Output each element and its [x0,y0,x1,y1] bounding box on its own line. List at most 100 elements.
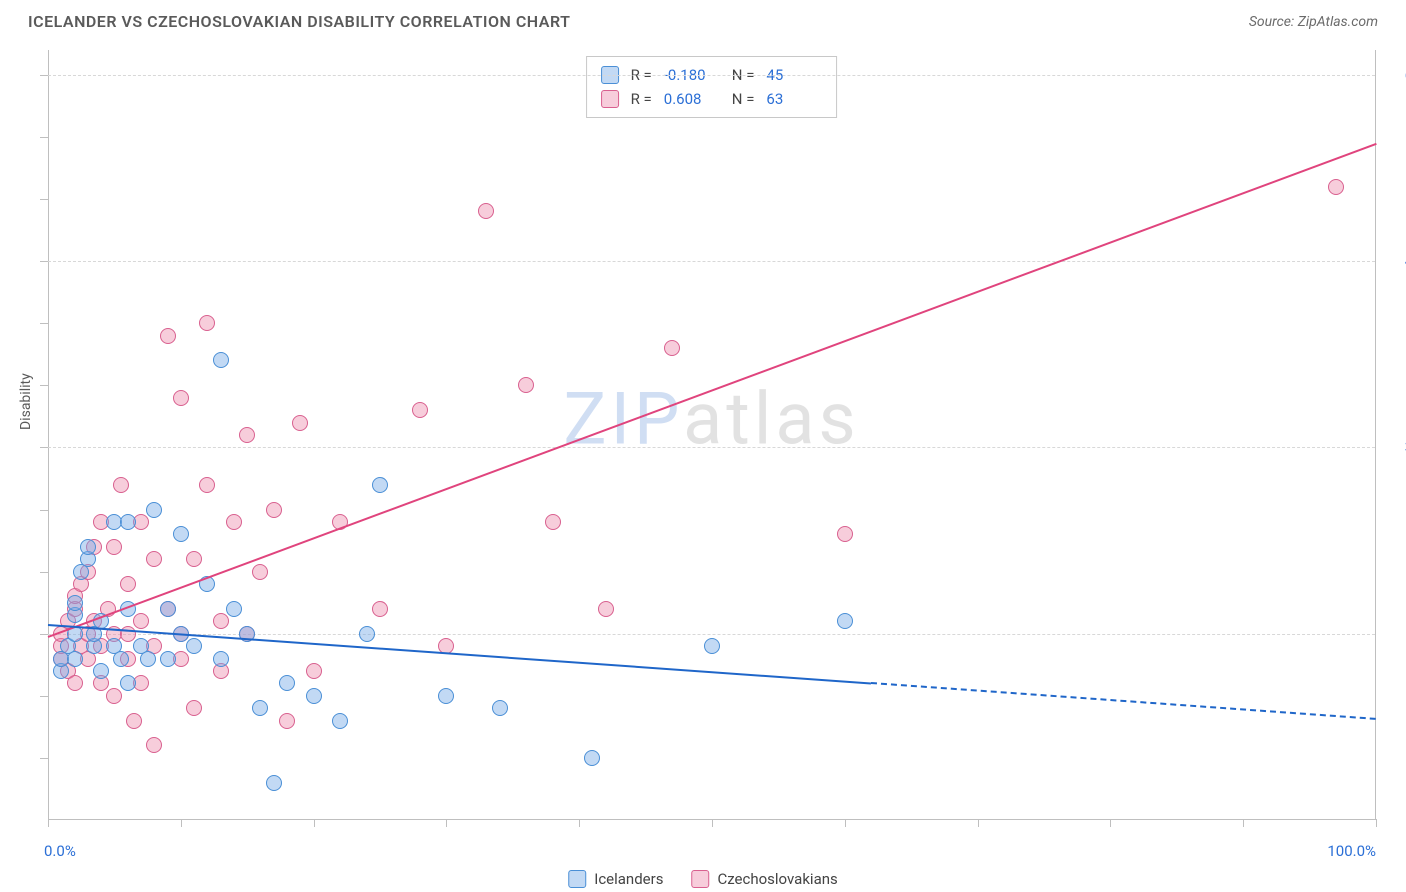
data-point-icelanders [438,688,454,704]
swatch-czech [601,90,619,108]
y-tick [40,510,48,511]
data-point-icelanders [226,601,242,617]
data-point-czechoslovakians [126,713,142,729]
data-point-czechoslovakians [160,328,176,344]
y-tick-label: 30.0% [1385,438,1406,456]
data-point-icelanders [67,651,83,667]
data-point-czechoslovakians [133,613,149,629]
chart-title: ICELANDER VS CZECHOSLOVAKIAN DISABILITY … [28,12,570,31]
legend-swatch-icelanders [568,870,586,888]
data-point-czechoslovakians [226,514,242,530]
data-point-czechoslovakians [837,526,853,542]
source-credit: Source: ZipAtlas.com [1249,14,1378,30]
y-tick [40,323,48,324]
y-tick-label: 15.0% [1385,625,1406,643]
data-point-czechoslovakians [106,539,122,555]
y-tick [40,634,48,635]
data-point-czechoslovakians [199,315,215,331]
legend: Icelanders Czechoslovakians [568,870,838,888]
legend-swatch-czech [691,870,709,888]
stat-r-label-2: R = [631,87,652,111]
data-point-czechoslovakians [545,514,561,530]
data-point-czechoslovakians [173,390,189,406]
data-point-icelanders [120,675,136,691]
x-tick [1376,819,1377,827]
y-tick [40,447,48,448]
x-tick [712,819,713,827]
data-point-czechoslovakians [478,203,494,219]
data-point-icelanders [266,775,282,791]
x-tick [579,819,580,827]
legend-label-czech: Czechoslovakians [717,870,837,888]
data-point-icelanders [113,651,129,667]
y-tick [40,385,48,386]
x-axis-max-label: 100.0% [1327,842,1376,860]
data-point-icelanders [140,651,156,667]
data-point-icelanders [120,514,136,530]
watermark-z: Z [563,377,610,462]
data-point-icelanders [80,539,96,555]
data-point-icelanders [186,638,202,654]
data-point-czechoslovakians [213,613,229,629]
data-point-icelanders [837,613,853,629]
data-point-icelanders [67,595,83,611]
y-tick [40,696,48,697]
data-point-czechoslovakians [106,688,122,704]
stat-n-label-2: N = [732,87,755,111]
y-tick-label: 60.0% [1385,66,1406,84]
stats-row-czech: R = 0.608 N = 63 [601,87,823,111]
x-tick [1243,819,1244,827]
y-tick [40,572,48,573]
data-point-czechoslovakians [113,477,129,493]
data-point-icelanders [372,477,388,493]
data-point-czechoslovakians [266,502,282,518]
data-point-icelanders [252,700,268,716]
data-point-icelanders [213,651,229,667]
y-tick [40,261,48,262]
data-point-icelanders [213,352,229,368]
data-point-icelanders [173,526,189,542]
data-point-czechoslovakians [239,427,255,443]
data-point-czechoslovakians [146,737,162,753]
gridline [48,447,1375,448]
x-tick [1110,819,1111,827]
data-point-czechoslovakians [372,601,388,617]
data-point-icelanders [160,601,176,617]
legend-item-icelanders: Icelanders [568,870,663,888]
trend-line [871,682,1376,720]
data-point-czechoslovakians [306,663,322,679]
data-point-icelanders [704,638,720,654]
data-point-icelanders [306,688,322,704]
data-point-czechoslovakians [252,564,268,580]
trend-line [48,143,1377,638]
data-point-czechoslovakians [598,601,614,617]
data-point-czechoslovakians [664,340,680,356]
gridline [48,75,1375,76]
data-point-icelanders [584,750,600,766]
data-point-icelanders [160,651,176,667]
x-tick [978,819,979,827]
x-tick [181,819,182,827]
watermark-ip: IP [610,377,683,462]
x-axis-min-label: 0.0% [44,842,76,860]
data-point-icelanders [146,502,162,518]
header: ICELANDER VS CZECHOSLOVAKIAN DISABILITY … [0,0,1406,39]
data-point-czechoslovakians [279,713,295,729]
data-point-icelanders [279,675,295,691]
x-tick [314,819,315,827]
data-point-czechoslovakians [120,626,136,642]
y-tick [40,758,48,759]
x-tick [48,819,49,827]
y-axis-title: Disability [18,373,34,430]
data-point-czechoslovakians [199,477,215,493]
data-point-icelanders [492,700,508,716]
data-point-czechoslovakians [120,576,136,592]
data-point-czechoslovakians [412,402,428,418]
y-tick [40,75,48,76]
y-tick [40,137,48,138]
data-point-icelanders [93,663,109,679]
data-point-czechoslovakians [186,700,202,716]
data-point-czechoslovakians [186,551,202,567]
x-tick [446,819,447,827]
y-tick-label: 45.0% [1385,252,1406,270]
